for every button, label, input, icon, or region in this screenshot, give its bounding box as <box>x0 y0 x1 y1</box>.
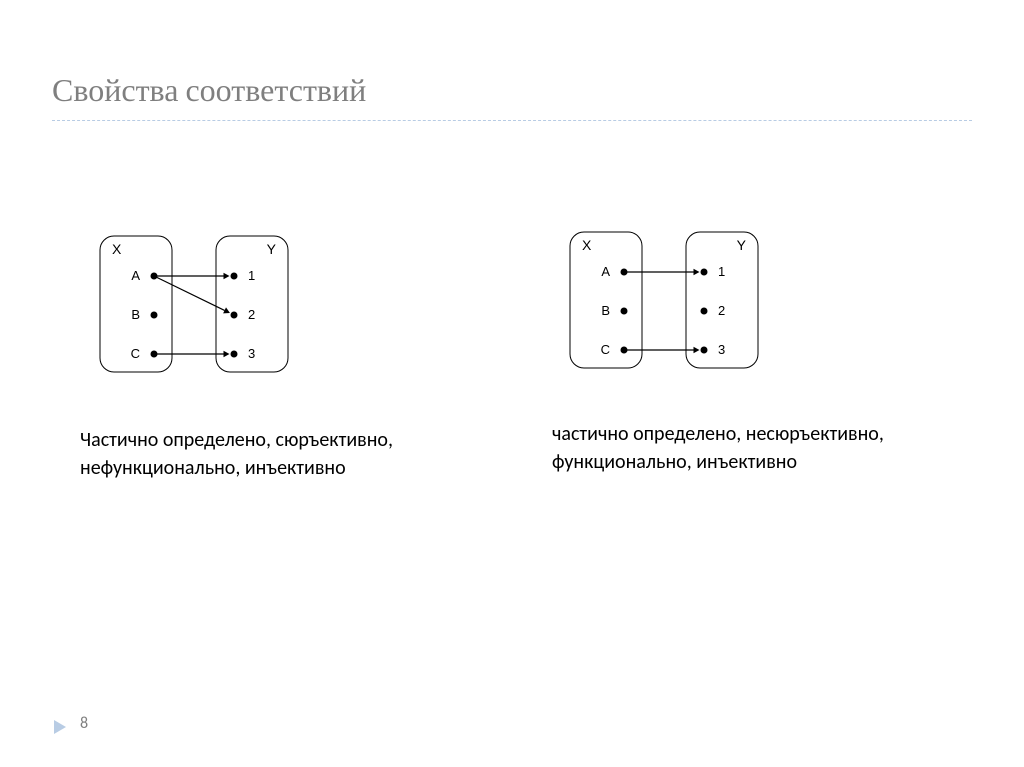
set-label-right: Y <box>737 237 747 253</box>
element-label: A <box>601 264 610 279</box>
arrow-head-icon <box>224 351 230 358</box>
title-divider <box>52 120 972 121</box>
element-dot <box>231 273 238 280</box>
element-label: A <box>131 268 140 283</box>
element-label: B <box>131 307 140 322</box>
element-label: C <box>131 346 140 361</box>
mapping-caption-right: частично определено, несюръективно, функ… <box>552 420 912 476</box>
set-label-left: X <box>112 241 122 257</box>
element-dot <box>621 269 628 276</box>
page-number: 8 <box>80 714 88 733</box>
mapping-caption-left: Частично определено, сюръективно, нефунк… <box>80 426 440 482</box>
element-dot <box>701 347 708 354</box>
set-label-left: X <box>582 237 592 253</box>
element-dot <box>621 308 628 315</box>
mapping-diagram-left: X Y A B C 1 2 3 <box>90 230 338 390</box>
element-label: 3 <box>248 346 255 361</box>
arrow-head-icon <box>224 273 230 280</box>
element-label: 2 <box>248 307 255 322</box>
element-label: 1 <box>248 268 255 283</box>
slide-title: Свойства соответствий <box>52 72 366 109</box>
element-dot <box>231 312 238 319</box>
element-dot <box>231 351 238 358</box>
element-dot <box>701 269 708 276</box>
element-label: 1 <box>718 264 725 279</box>
element-label: C <box>601 342 610 357</box>
element-label: 2 <box>718 303 725 318</box>
mapping-diagram-right: X Y A B C 1 2 3 <box>560 226 808 386</box>
element-label: 3 <box>718 342 725 357</box>
element-dot <box>151 273 158 280</box>
mapping-arrow <box>154 276 225 310</box>
page-arrow-icon <box>52 717 72 737</box>
element-dot <box>151 312 158 319</box>
element-label: B <box>601 303 610 318</box>
element-dot <box>621 347 628 354</box>
set-label-right: Y <box>267 241 277 257</box>
arrow-head-icon <box>694 269 700 276</box>
arrow-head-icon <box>694 347 700 354</box>
element-dot <box>151 351 158 358</box>
element-dot <box>701 308 708 315</box>
